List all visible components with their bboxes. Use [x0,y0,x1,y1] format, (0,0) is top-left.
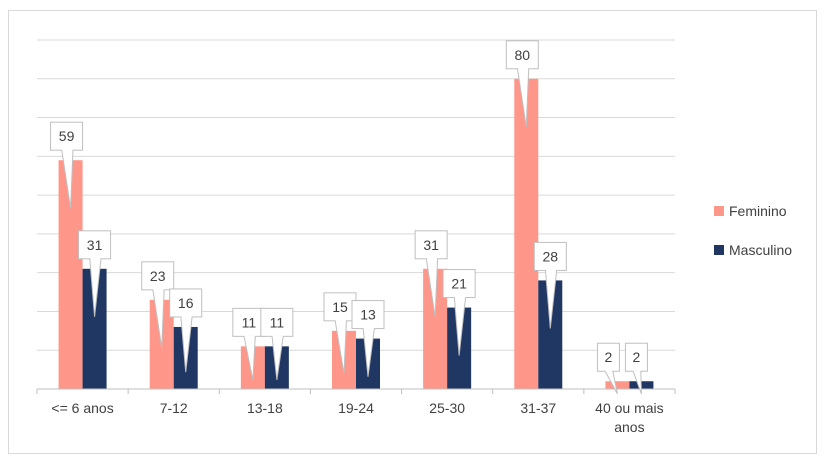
callout-box [169,288,203,318]
legend-label: Masculino [729,242,792,258]
bar-feminino [514,78,539,390]
callout-pointer [152,289,165,348]
callout-box [533,241,567,271]
data-label: 28 [542,248,558,264]
callout-pointer [544,270,558,329]
callout-pointer [362,328,375,377]
legend-swatch [714,206,724,216]
callout-pointer [271,336,284,381]
data-labels: 59 31 23 16 11 11 15 13 31 21 80 28 2 2 [50,40,648,395]
bar-feminino [605,381,630,389]
bar-feminino [58,160,83,389]
callout-pointer [632,371,642,395]
x-tick-label: 7-12 [160,400,188,416]
callout-box [505,40,539,70]
callout-pointer [604,371,618,395]
x-tick-label: 31-37 [520,400,556,416]
x-axis: <= 6 anos 7-12 13-18 19-24 25-30 31-37 40 ou m… [36,388,676,435]
callout-box [351,300,385,330]
callout-pointer [180,316,193,373]
data-label: 59 [59,128,75,144]
gridlines [37,39,675,351]
callout-box [260,307,294,337]
data-label: 2 [605,349,613,365]
x-tick-label: 25-30 [429,400,465,416]
data-label: 15 [332,299,348,315]
legend-swatch [714,245,724,255]
callout-box [141,261,175,291]
callout-pointer [425,258,439,317]
legend-label: Feminino [729,203,787,219]
callout-pointer [243,336,256,381]
x-tick-label: 40 ou mais anos [595,400,663,435]
data-label: 11 [270,314,285,330]
chart-frame [8,10,817,454]
data-label: 23 [150,268,166,284]
callout-pointer [516,68,530,127]
callout-pointer [89,258,102,317]
bars [58,78,654,390]
x-tick-label: 19-24 [338,400,374,416]
data-label: 11 [242,314,257,330]
x-tick-label: 13-18 [247,400,283,416]
data-label: 80 [514,47,530,63]
data-label: 13 [360,307,376,323]
data-label: 31 [87,237,103,253]
data-label: 2 [633,349,641,365]
data-label: 21 [451,276,467,292]
callout-box [232,307,266,337]
data-label: 16 [178,295,194,311]
callout-pointer [334,320,347,374]
callout-box [78,230,112,260]
x-tick-label: <= 6 anos [51,400,113,416]
data-label: 31 [423,237,439,253]
callout-pointer [61,150,74,209]
callout-pointer [453,297,467,356]
callout-box [442,269,476,299]
legend: Feminino Masculino [714,203,792,258]
